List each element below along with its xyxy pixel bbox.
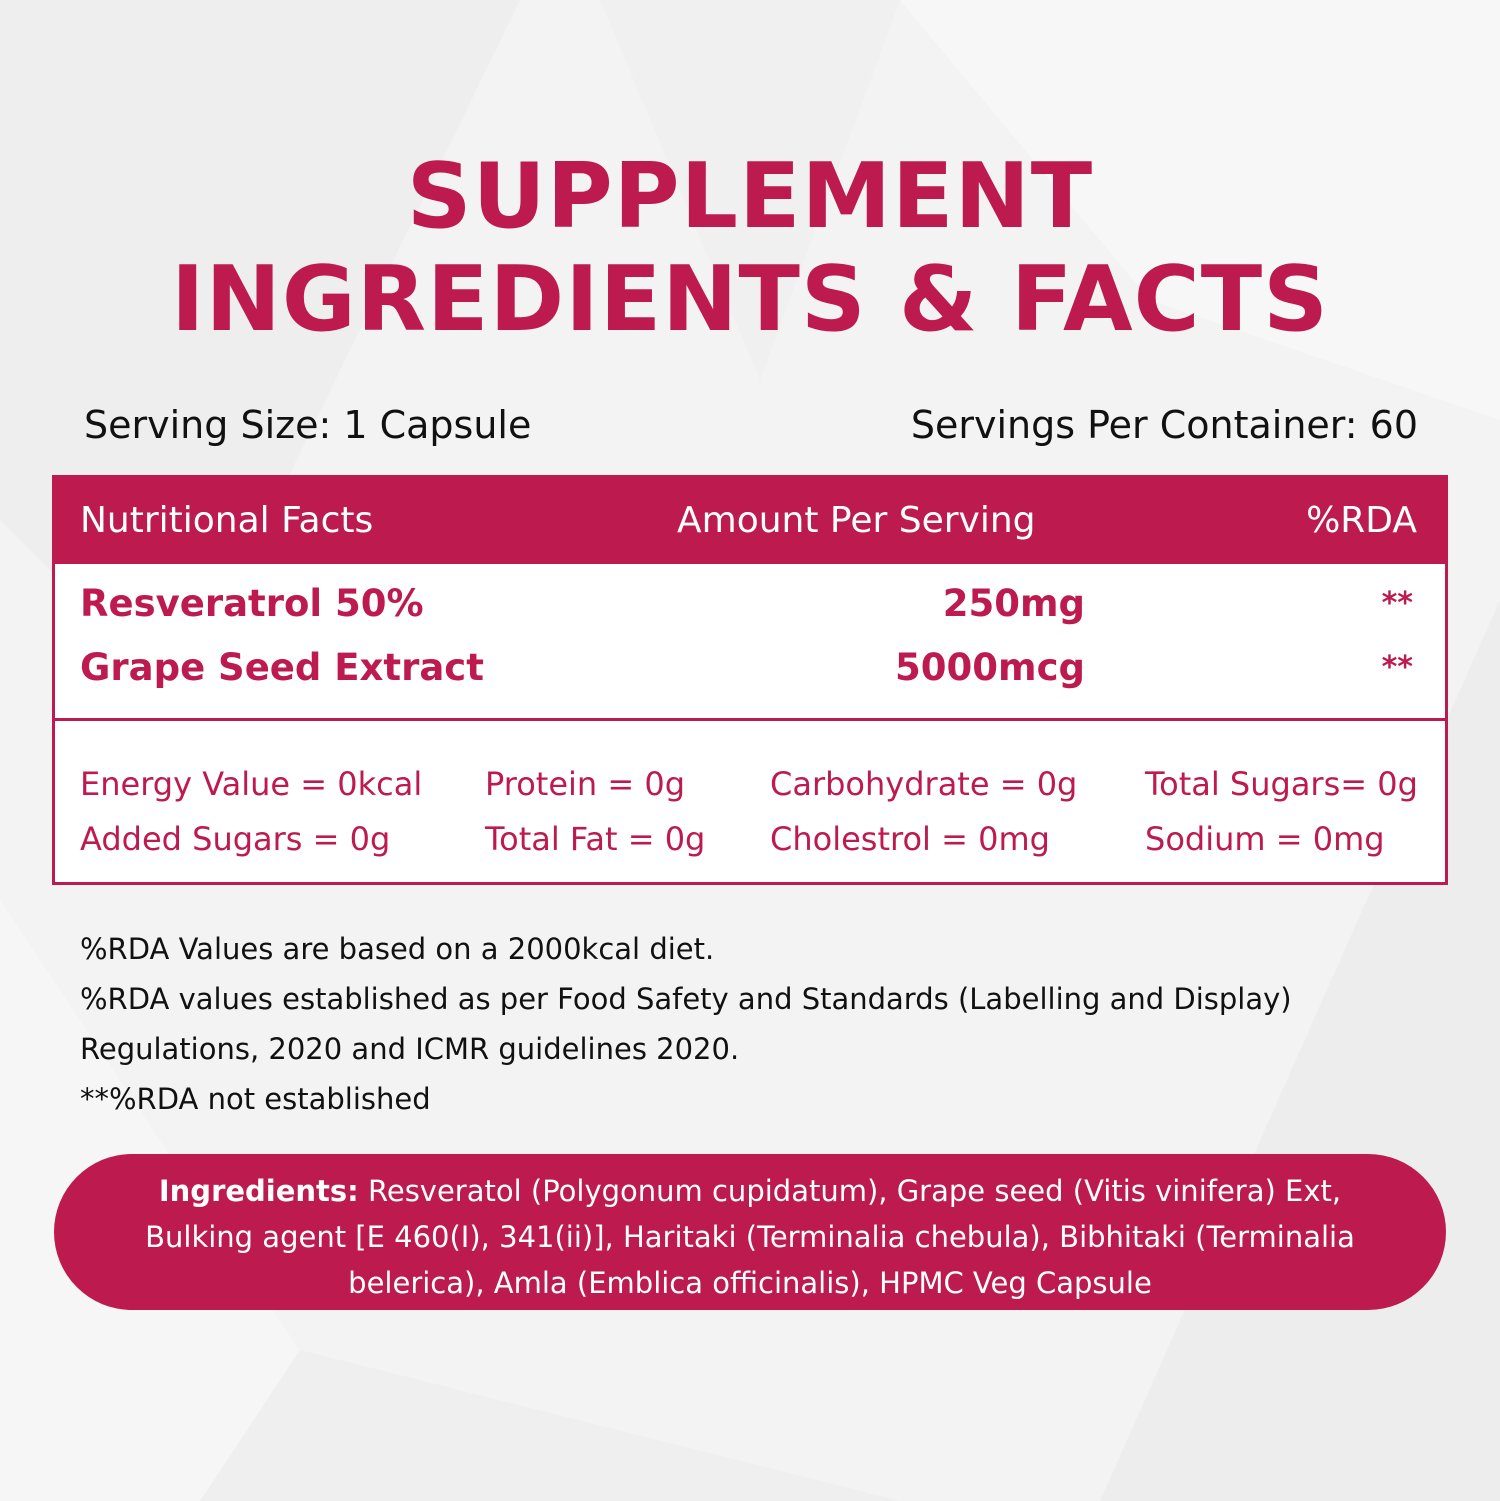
table-header: Nutritional Facts Amount Per Serving %RD…: [55, 478, 1445, 564]
note-line: **%RDA not established: [80, 1082, 431, 1116]
title-line-2: INGREDIENTS & FACTS: [171, 247, 1329, 352]
header-nutritional-facts: Nutritional Facts: [80, 500, 374, 541]
ingredients-panel: Ingredients: Resveratol (Polygonum cupid…: [54, 1154, 1446, 1310]
nutrition-facts-table: Nutritional Facts Amount Per Serving %RD…: [52, 475, 1448, 885]
ingredient-name: Resveratrol 50%: [80, 582, 424, 625]
note-line: Regulations, 2020 and ICMR guidelines 20…: [80, 1032, 740, 1066]
energy-values-grid: Energy Value = 0kcal Protein = 0g Carboh…: [80, 765, 1420, 875]
header-amount-per-serving: Amount Per Serving: [677, 500, 1036, 541]
note-line: %RDA values established as per Food Safe…: [80, 982, 1292, 1016]
serving-info: Serving Size: 1 Capsule Servings Per Con…: [84, 403, 1418, 447]
protein-value: Protein = 0g: [485, 765, 685, 803]
note-line: %RDA Values are based on a 2000kcal diet…: [80, 932, 715, 966]
energy-value: Energy Value = 0kcal: [80, 765, 423, 803]
carbohydrate-value: Carbohydrate = 0g: [770, 765, 1078, 803]
ingredient-amount: 250mg: [942, 582, 1085, 625]
table-divider: [55, 718, 1445, 721]
total-fat-value: Total Fat = 0g: [485, 820, 706, 858]
header-rda: %RDA: [1306, 500, 1417, 541]
ingredient-rda: **: [1381, 650, 1413, 685]
page-title: SUPPLEMENT INGREDIENTS & FACTS: [0, 145, 1500, 351]
table-row: Resveratrol 50% 250mg **: [55, 582, 1445, 642]
rda-notes: %RDA Values are based on a 2000kcal diet…: [80, 924, 1420, 1124]
ingredients-label: Ingredients:: [158, 1174, 359, 1208]
ingredients-text: Resveratol (Polygonum cupidatum), Grape …: [145, 1174, 1355, 1300]
ingredient-amount: 5000mcg: [895, 646, 1085, 689]
serving-size: Serving Size: 1 Capsule: [84, 403, 532, 447]
ingredient-rda: **: [1381, 586, 1413, 621]
added-sugars-value: Added Sugars = 0g: [80, 820, 391, 858]
sodium-value: Sodium = 0mg: [1145, 820, 1385, 858]
table-row: Grape Seed Extract 5000mcg **: [55, 646, 1445, 706]
cholestrol-value: Cholestrol = 0mg: [770, 820, 1050, 858]
ingredient-name: Grape Seed Extract: [80, 646, 484, 689]
total-sugars-value: Total Sugars= 0g: [1145, 765, 1418, 803]
servings-per-container: Servings Per Container: 60: [910, 403, 1418, 447]
title-line-1: SUPPLEMENT: [406, 144, 1094, 249]
